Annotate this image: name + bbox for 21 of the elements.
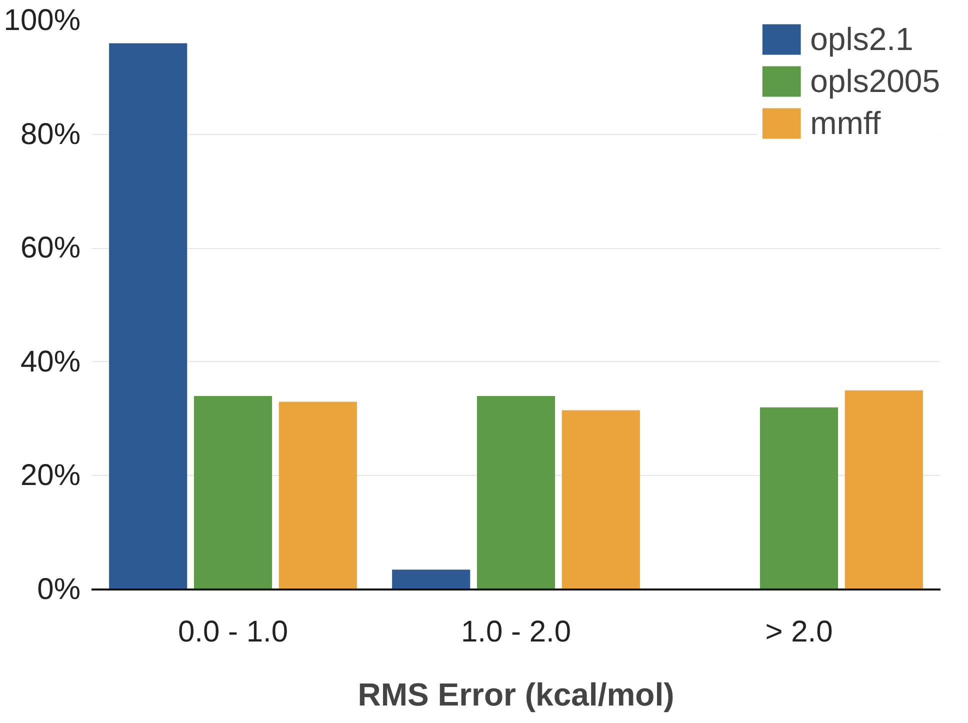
- legend-label: mmff: [810, 104, 881, 142]
- x-tick-label: > 2.0: [765, 616, 833, 648]
- y-tick-label: 100%: [4, 4, 81, 37]
- x-tick-label: 1.0 - 2.0: [460, 616, 572, 648]
- bar: [844, 390, 923, 590]
- y-tick-label: 80%: [20, 118, 81, 151]
- bar: [562, 410, 640, 590]
- bar: [392, 570, 470, 590]
- y-tick-label: 0%: [37, 573, 80, 606]
- y-tick-label: 40%: [20, 345, 81, 378]
- bar: [476, 396, 556, 590]
- bar: [278, 402, 357, 590]
- bar: [760, 407, 838, 590]
- x-axis-title: RMS Error (kcal/mol): [358, 676, 674, 712]
- legend-label: opls2.1: [810, 20, 914, 58]
- y-tick-label: 20%: [20, 459, 81, 492]
- bar: [194, 396, 272, 590]
- bar: [109, 43, 188, 590]
- x-tick-label: 0.0 - 1.0: [178, 616, 288, 648]
- y-tick-label: 60%: [20, 232, 81, 265]
- legend-label: opls2005: [810, 62, 940, 100]
